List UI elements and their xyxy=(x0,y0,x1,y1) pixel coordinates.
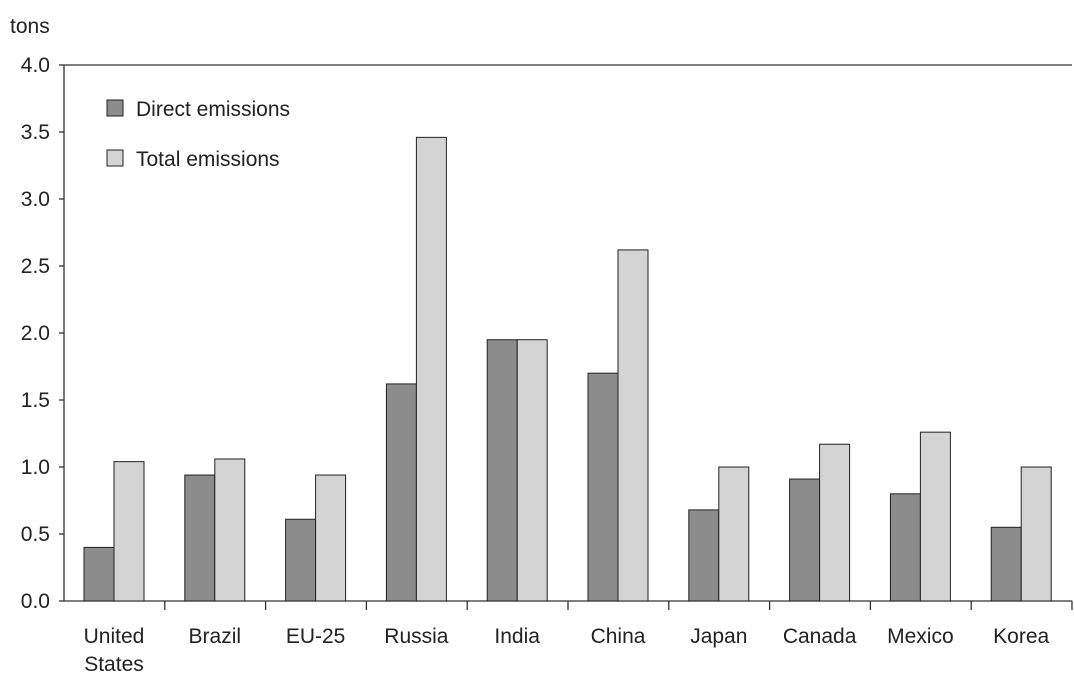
legend-label-direct: Direct emissions xyxy=(136,98,290,121)
y-tick-label: 2.5 xyxy=(21,255,50,278)
y-tick-label: 2.0 xyxy=(21,322,50,345)
bar-total-united-states xyxy=(113,461,145,602)
bar-direct-mexico xyxy=(889,493,921,602)
bar-total-eu-25 xyxy=(315,474,347,602)
y-tick-label: 1.0 xyxy=(21,456,50,479)
bar-total-korea xyxy=(1020,466,1052,602)
bar-total-india xyxy=(516,339,548,602)
y-tick-label: 3.5 xyxy=(21,121,50,144)
bar-total-canada xyxy=(819,443,851,602)
legend-label-total: Total emissions xyxy=(136,148,280,171)
bar-total-japan xyxy=(718,466,750,602)
bar-direct-korea xyxy=(990,526,1022,602)
bar-direct-russia xyxy=(385,383,417,602)
legend-swatch-total xyxy=(106,149,124,167)
x-category-label: Brazil xyxy=(189,625,242,648)
bar-direct-brazil xyxy=(184,474,216,602)
bar-direct-canada xyxy=(789,478,821,602)
y-tick-label: 1.5 xyxy=(21,389,50,412)
bar-total-russia xyxy=(415,136,447,602)
x-category-label: China xyxy=(591,625,646,648)
y-tick-label: 3.0 xyxy=(21,188,50,211)
x-category-label: Korea xyxy=(993,625,1049,648)
x-category-label: Canada xyxy=(783,625,857,648)
bar-direct-united-states xyxy=(83,546,115,602)
bar-direct-china xyxy=(587,372,619,602)
y-tick-label: 0.0 xyxy=(21,590,50,613)
x-category-label: India xyxy=(494,625,540,648)
bar-total-china xyxy=(617,249,649,602)
x-category-label: States xyxy=(84,653,144,676)
legend-swatch-direct xyxy=(106,99,124,117)
bar-total-brazil xyxy=(214,458,246,602)
x-category-label: Japan xyxy=(690,625,747,648)
bar-total-mexico xyxy=(919,431,951,602)
bar-direct-japan xyxy=(688,509,720,602)
x-category-label: Mexico xyxy=(887,625,954,648)
bar-direct-india xyxy=(486,339,518,602)
x-category-label: Russia xyxy=(384,625,449,648)
y-tick-label: 0.5 xyxy=(21,523,50,546)
y-tick-label: 4.0 xyxy=(21,54,50,77)
bar-direct-eu-25 xyxy=(285,518,317,602)
plot-area: 0.0 0.5 1.0 1.5 2.0 2.5 3.0 3.5 4.0 United States B… xyxy=(21,54,1073,676)
x-category-label: United xyxy=(84,625,145,648)
x-category-label: EU-25 xyxy=(286,625,346,648)
y-axis-unit-label: tons xyxy=(10,15,50,38)
